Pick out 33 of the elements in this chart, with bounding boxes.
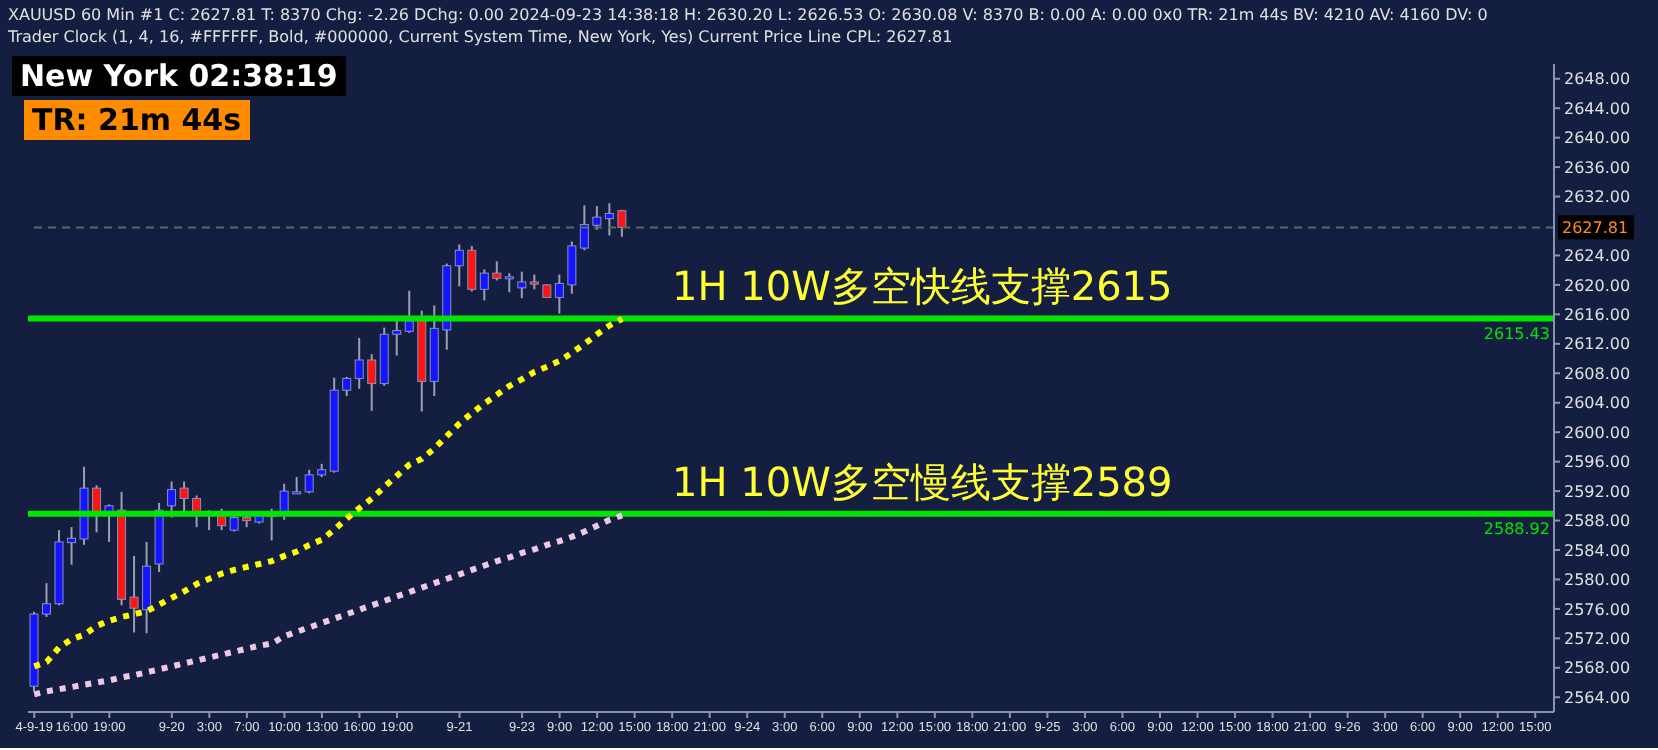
ref-line-label: 2627.81 bbox=[1562, 219, 1629, 238]
candlestick bbox=[517, 270, 527, 300]
ref-line-label: 2588.92 bbox=[1483, 519, 1550, 538]
annotation: New York 02:38:19 bbox=[12, 56, 346, 96]
annotation: 1H 10W多空慢线支撑2589 bbox=[672, 457, 1173, 506]
y-tick-label: 2600.00 bbox=[1564, 423, 1631, 442]
candlestick bbox=[504, 272, 514, 294]
y-tick-label: 2636.00 bbox=[1564, 158, 1631, 177]
annotation: 1H 10W多空快线支撑2615 bbox=[672, 262, 1173, 311]
y-tick-label: 2572.00 bbox=[1564, 630, 1631, 649]
y-tick-label: 2584.00 bbox=[1564, 541, 1631, 560]
chart-title: XAUUSD 60 Min #1 C: 2627.81 T: 8370 Chg: -2.26 DChg: 0.00 2024-09-23 14:38:18 H: 2630.20 L: 2626.53 O: 2630.08 V: 8370 B: 0.00 A: 0.00 0x0 TR: 21m 44s BV: 4210 AV: 4160 DV: 0 bbox=[8, 4, 1490, 26]
y-tick-label: 2580.00 bbox=[1564, 571, 1631, 590]
ref-line-label: 2615.43 bbox=[1483, 324, 1550, 343]
y-tick-label: 2644.00 bbox=[1564, 99, 1631, 118]
y-tick-label: 2564.00 bbox=[1564, 688, 1631, 707]
y-tick-label: 2588.00 bbox=[1564, 512, 1631, 531]
y-tick-label: 2620.00 bbox=[1564, 276, 1631, 295]
y-tick-label: 2592.00 bbox=[1564, 482, 1631, 501]
y-tick-label: 2608.00 bbox=[1564, 364, 1631, 383]
line-series bbox=[31, 512, 626, 698]
y-tick-label: 2568.00 bbox=[1564, 659, 1631, 678]
y-tick-label: 2612.00 bbox=[1564, 335, 1631, 354]
y-tick-label: 2604.00 bbox=[1564, 394, 1631, 413]
y-tick-label: 2616.00 bbox=[1564, 306, 1631, 325]
y-tick-label: 2596.00 bbox=[1564, 453, 1631, 472]
y-tick-label: 2624.00 bbox=[1564, 247, 1631, 266]
y-tick-label: 2576.00 bbox=[1564, 600, 1631, 619]
chart-subtitle: Trader Clock (1, 4, 16, #FFFFFF, Bold, #000000, Current System Time, New York, Yes) Current Price Line CPL: 2627.81 bbox=[8, 26, 955, 48]
y-tick-label: 2640.00 bbox=[1564, 129, 1631, 148]
y-tick-label: 2632.00 bbox=[1564, 188, 1631, 207]
annotation: TR: 21m 44s bbox=[24, 100, 250, 140]
y-tick-label: 2648.00 bbox=[1564, 70, 1631, 89]
